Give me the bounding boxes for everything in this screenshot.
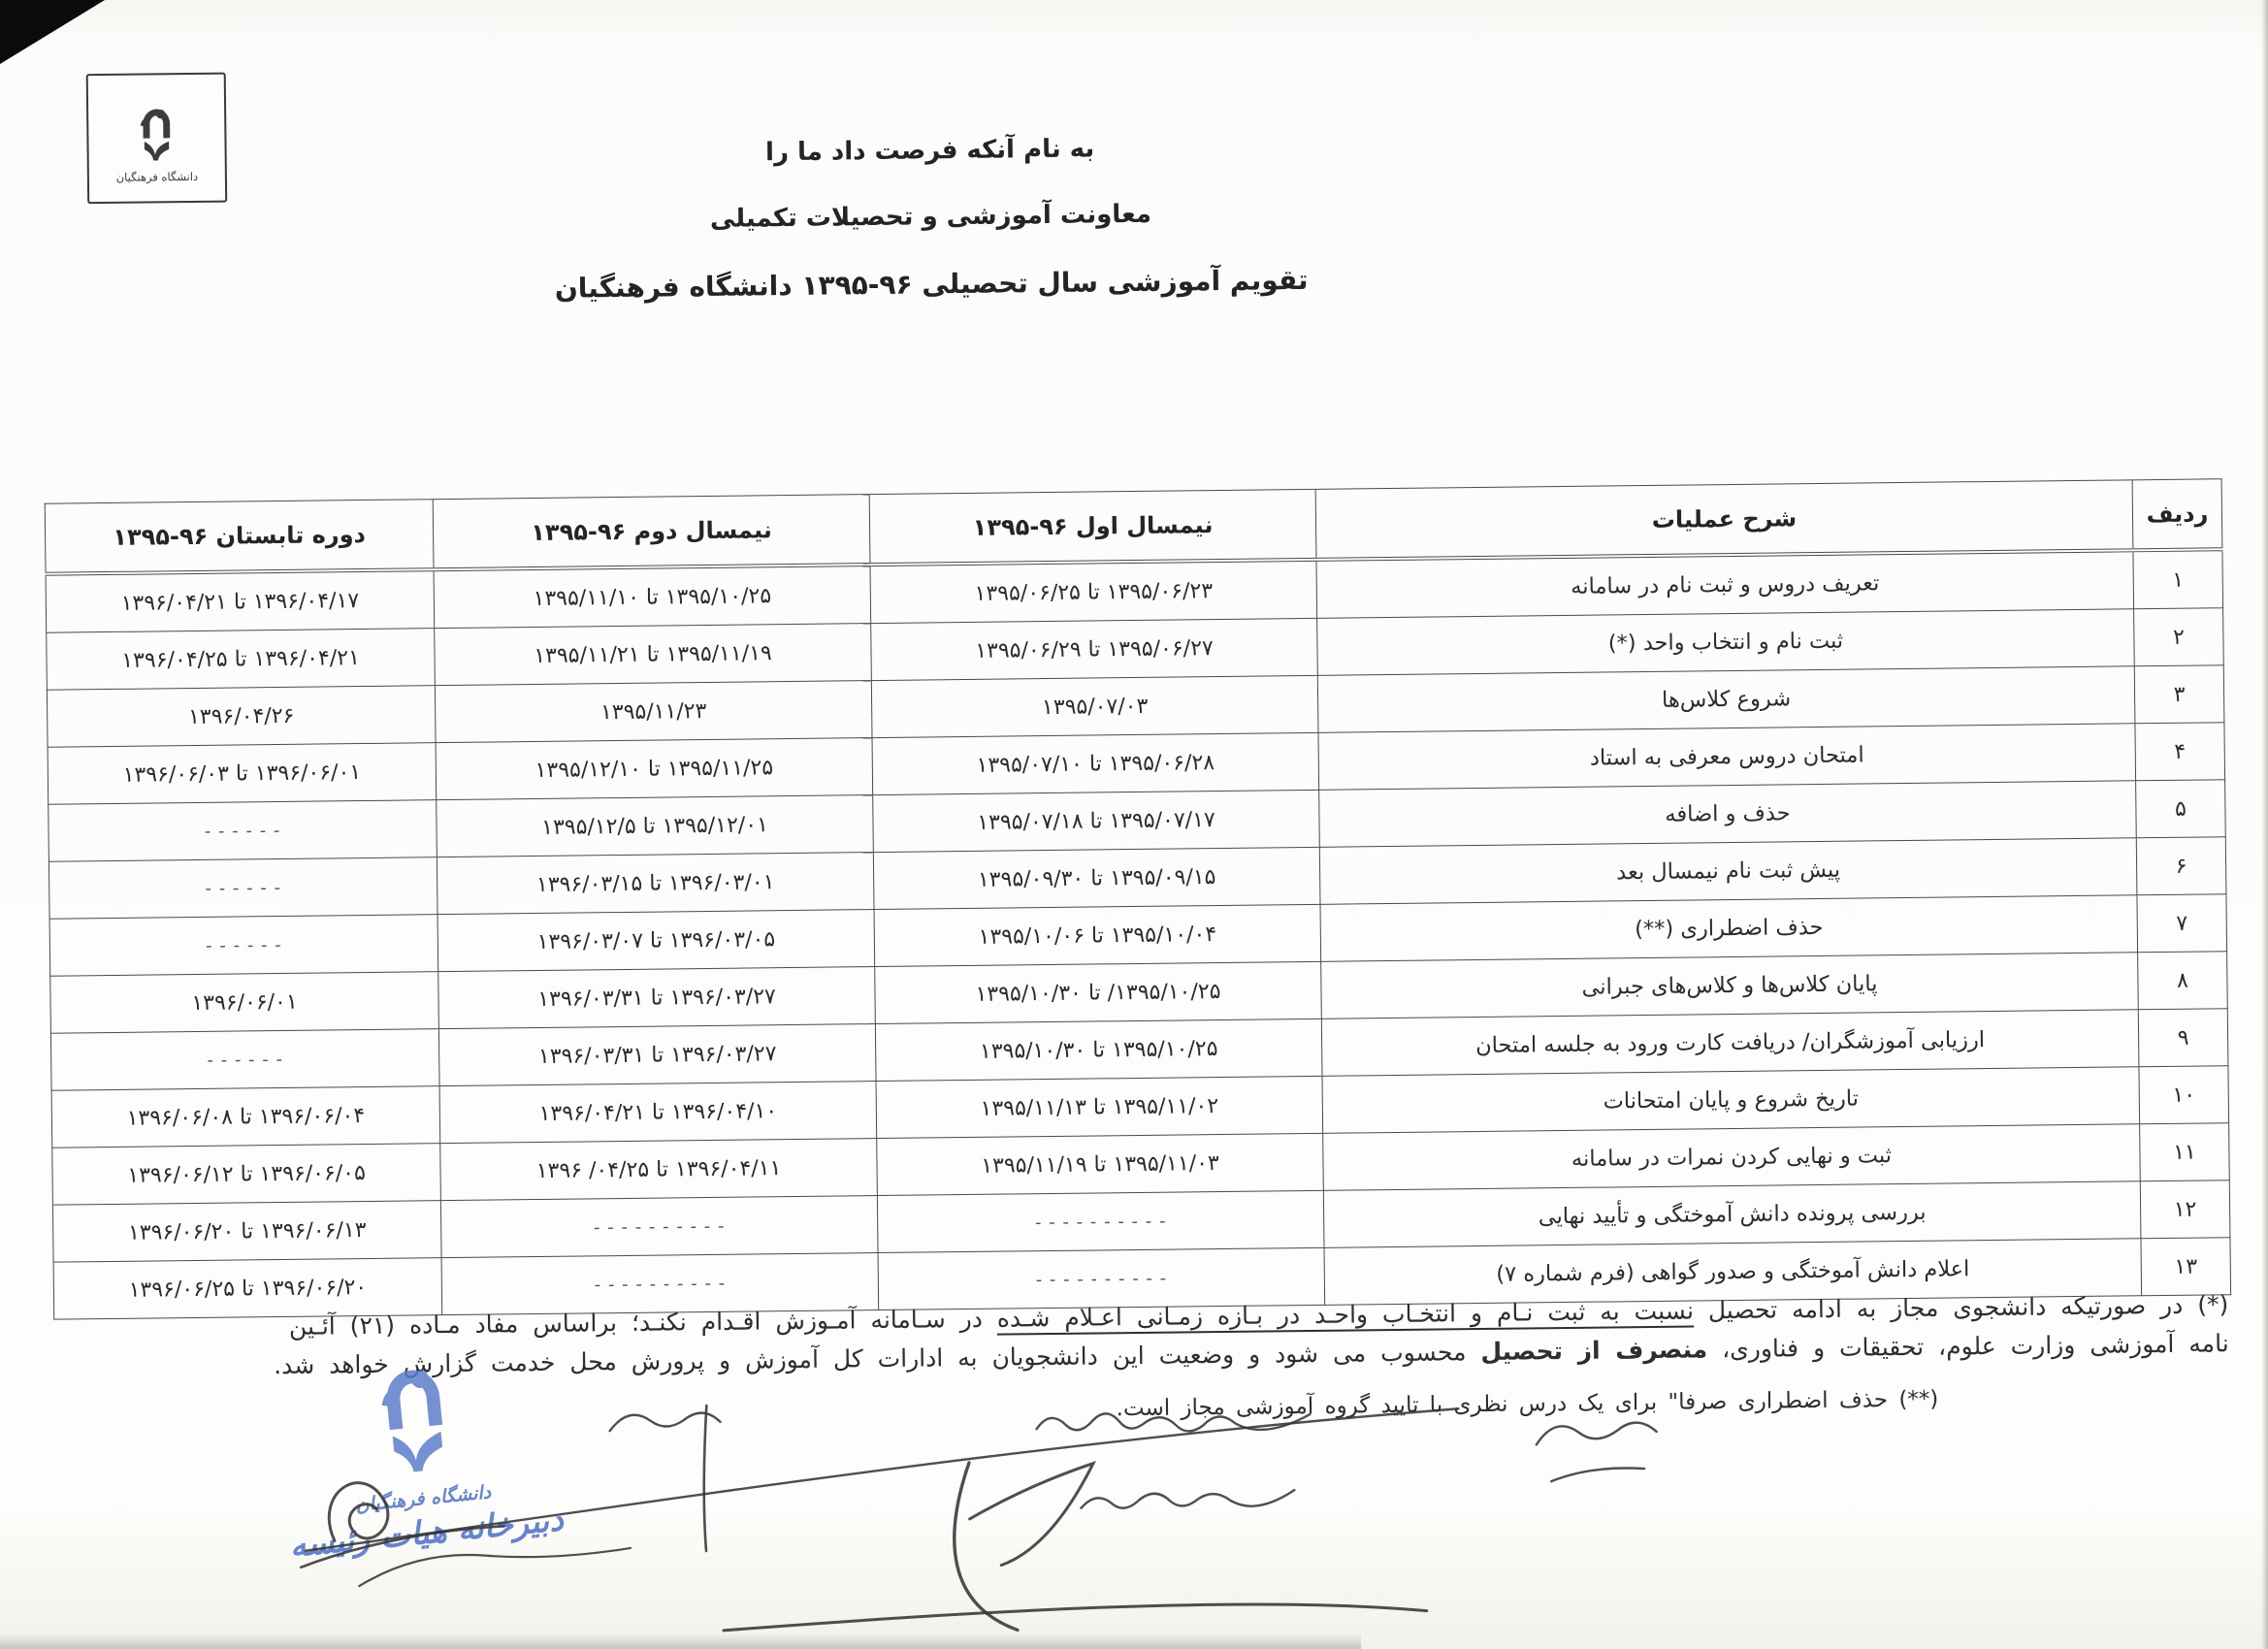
cell-sem1: ۱۳۹۵/۰۹/۱۵ تا ۱۳۹۵/۰۹/۳۰ [873,847,1320,910]
cell-no: ۲ [2133,607,2224,666]
cell-no: ۵ [2135,779,2226,838]
cell-sem2: ۱۳۹۵/۱۲/۰۱ تا ۱۳۹۵/۱۲/۵ [436,794,874,857]
cell-no: ۸ [2137,951,2228,1010]
cell-sem1: ۱۳۹۵/۱۱/۰۲ تا ۱۳۹۵/۱۱/۱۳ [876,1076,1323,1139]
cell-sem1: - - - - - - - - - - [877,1190,1325,1253]
academic-calendar-table: ردیف شرح عملیات نیمسال اول ۹۶-۱۳۹۵ نیمسا… [45,478,2231,1320]
header-row-number: ردیف [2132,478,2222,551]
cell-operation: تعریف دروس و ثبت نام در سامانه [1315,550,2134,619]
cell-sem1: ۱۳۹۵/۱۰/۰۴ تا ۱۳۹۵/۱۰/۰۶ [874,904,1321,967]
handwritten-signatures [299,1404,1658,1633]
cell-summer: - - - - - - [49,914,438,977]
cell-sem2: ۱۳۹۶/۰۳/۲۷ تا ۱۳۹۶/۰۳/۳۱ [437,966,876,1029]
cell-operation: ثبت و نهایی کردن نمرات در سامانه [1322,1123,2141,1191]
cell-operation: ثبت نام و انتخاب واحد (*) [1316,608,2135,676]
calendar-title: تقویم آموزشی سال تحصیلی ۹۶-۱۳۹۵ دانشگاه … [554,263,1309,305]
cell-operation: بررسی پرونده دانش آموختگی و تأیید نهایی [1323,1180,2141,1248]
cell-operation: شروع کلاس‌ها [1317,665,2135,733]
cell-sem1: ۱۳۹۵/۰۶/۲۷ تا ۱۳۹۵/۰۶/۲۹ [870,618,1318,681]
cell-sem2: ۱۳۹۵/۱۱/۱۹ تا ۱۳۹۵/۱۱/۲۱ [434,623,872,686]
cell-summer: ۱۳۹۶/۰۴/۲۶ [47,685,437,748]
cell-sem2: ۱۳۹۶/۰۳/۰۵ تا ۱۳۹۶/۰۳/۰۷ [437,909,875,972]
cell-no: ۶ [2136,836,2226,895]
department-line: معاونت آموزشی و تحصیلات تکمیلی [709,199,1152,234]
document-headings: به نام آنکه فرصت داد ما را معاونت آموزشی… [0,125,1868,347]
cell-operation: حذف اضطراری (**) [1319,894,2138,962]
cell-no: ۱۲ [2140,1180,2230,1239]
cell-no: ۱۱ [2139,1122,2230,1181]
cell-summer: ۱۳۹۶/۰۶/۰۱ [49,971,439,1034]
cell-sem2: ۱۳۹۵/۱۱/۲۳ [435,680,873,743]
cell-no: ۹ [2138,1008,2228,1067]
cell-operation: پایان کلاس‌ها و کلاس‌های جبرانی [1320,952,2139,1019]
cell-sem2: ۱۳۹۶/۰۳/۰۱ تا ۱۳۹۶/۰۳/۱۵ [437,852,875,915]
cell-operation: پیش ثبت نام نیمسال بعد [1319,837,2137,905]
cell-sem1: ۱۳۹۵/۰۶/۲۸ تا ۱۳۹۵/۰۷/۱۰ [872,732,1319,795]
cell-summer: ۱۳۹۶/۰۶/۰۱ تا ۱۳۹۶/۰۶/۰۳ [48,742,437,805]
cell-sem1: ۱۳۹۵/۰۶/۲۳ تا ۱۳۹۵/۰۶/۲۵ [869,559,1317,624]
cell-operation: امتحان دروس معرفی به استاد [1317,723,2136,791]
cell-sem2: ۱۳۹۶/۰۳/۲۷ تا ۱۳۹۶/۰۳/۳۱ [438,1023,877,1086]
footnote-text: (*) در صورتیکه دانشجوی مجاز به ادامه تحص… [1693,1290,2229,1325]
cell-summer: ۱۳۹۶/۰۶/۰۴ تا ۱۳۹۶/۰۶/۰۸ [51,1085,440,1148]
cell-sem1: ۱۳۹۵/۱۰/۲۵ تا ۱۳۹۵/۱۰/۳۰ [875,1018,1322,1082]
cell-summer: - - - - - - [48,799,437,862]
cell-no: ۱۰ [2138,1065,2229,1124]
cell-operation: تاریخ شروع و پایان امتحانات [1321,1066,2140,1134]
cell-sem1: ۱۳۹۵/۱۰/۲۵/ تا ۱۳۹۵/۱۰/۳۰ [874,961,1322,1024]
cell-sem2: ۱۳۹۶/۰۴/۱۱ تا ‎۱۳۹۶ /۰۴/۲۵‎ [439,1138,878,1201]
cell-sem2: ۱۳۹۵/۱۱/۲۵ تا ۱۳۹۵/۱۲/۱۰ [436,737,873,800]
header-semester2: نیمسال دوم ۹۶-۱۳۹۵ [433,494,870,570]
cell-sem1: ۱۳۹۵/۰۷/۰۳ [871,675,1318,738]
cell-sem1: ۱۳۹۵/۱۱/۰۳ تا ۱۳۹۵/۱۱/۱۹ [876,1133,1324,1196]
cell-sem2: - - - - - - - - - - [440,1195,879,1258]
header-summer-term: دوره تابستان ۹۶-۱۳۹۵ [45,499,435,574]
cell-no: ۷ [2136,893,2227,953]
header-semester1: نیمسال اول ۹۶-۱۳۹۵ [869,489,1316,566]
cell-summer: - - - - - - [50,1028,440,1091]
bismillah-line: به نام آنکه فرصت داد ما را [764,134,1095,168]
cell-no: ۳ [2134,664,2224,724]
footnote-text: نامه آموزشی وزارت علوم، تحقیقات و فناوری… [1707,1329,2229,1364]
cell-no: ۱ [2132,549,2223,609]
cell-summer: - - - - - - [49,857,438,920]
cell-summer: ۱۳۹۶/۰۶/۱۳ تا ۱۳۹۶/۰۶/۲۰ [52,1200,442,1263]
cell-operation: ارزیابی آموزشگران/ دریافت کارت ورود به ج… [1321,1009,2139,1077]
cell-summer: ۱۳۹۶/۰۴/۲۱ تا ۱۳۹۶/۰۴/۲۵ [46,628,436,691]
cell-summer: ۱۳۹۶/۰۴/۱۷ تا ۱۳۹۶/۰۴/۲۱ [46,569,435,633]
cell-sem1: ۱۳۹۵/۰۷/۱۷ تا ۱۳۹۵/۰۷/۱۸ [872,790,1320,853]
scan-bottom-shadow [0,1633,1361,1649]
cell-no: ۴ [2134,722,2225,781]
header-operation: شرح عملیات [1315,479,2133,560]
cell-operation: حذف و اضافه [1318,780,2137,848]
cell-summer: ۱۳۹۶/۰۶/۰۵ تا ۱۳۹۶/۰۶/۱۲ [51,1143,441,1206]
cell-sem2: ۱۳۹۶/۰۴/۱۰ تا ۱۳۹۶/۰۴/۲۱ [439,1081,877,1144]
cell-sem2: ۱۳۹۵/۱۰/۲۵ تا ۱۳۹۵/۱۱/۱۰ [434,565,871,629]
